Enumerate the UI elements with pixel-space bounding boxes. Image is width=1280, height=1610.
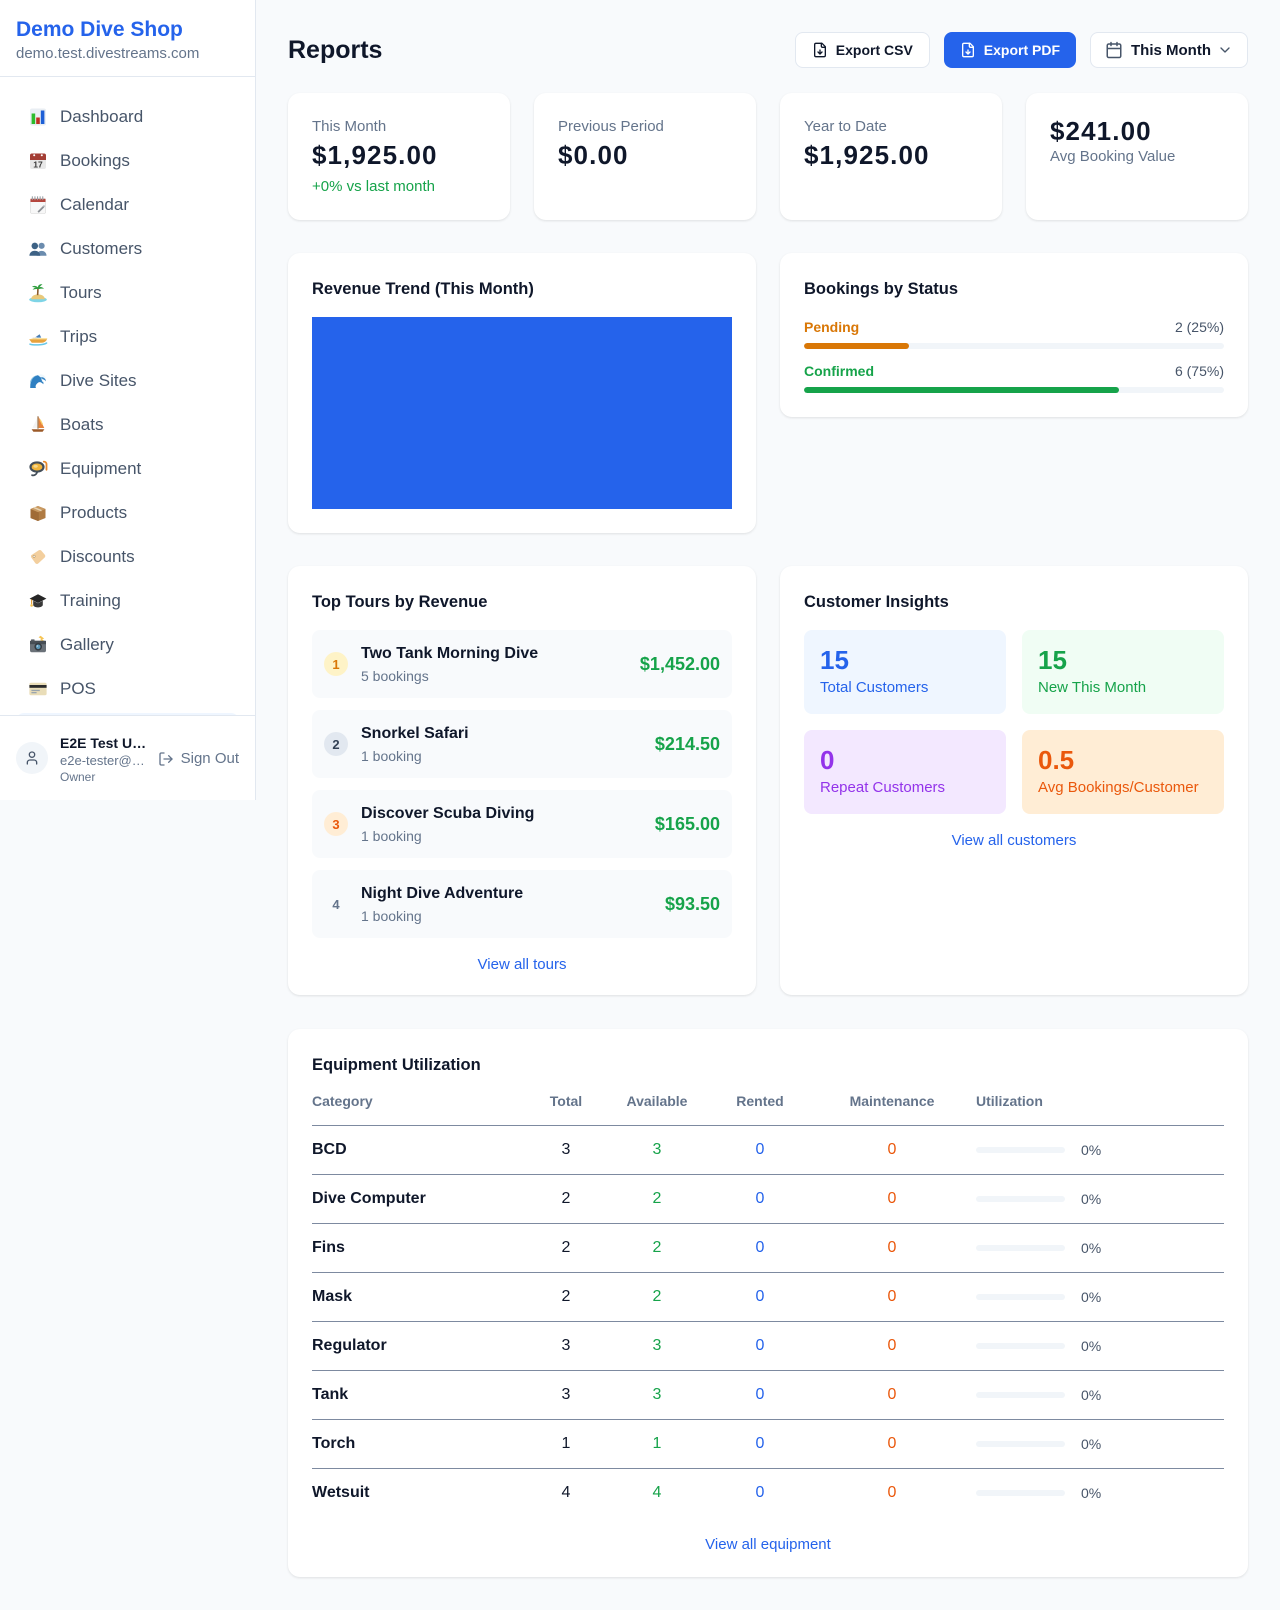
svg-text:17: 17 — [33, 159, 43, 169]
